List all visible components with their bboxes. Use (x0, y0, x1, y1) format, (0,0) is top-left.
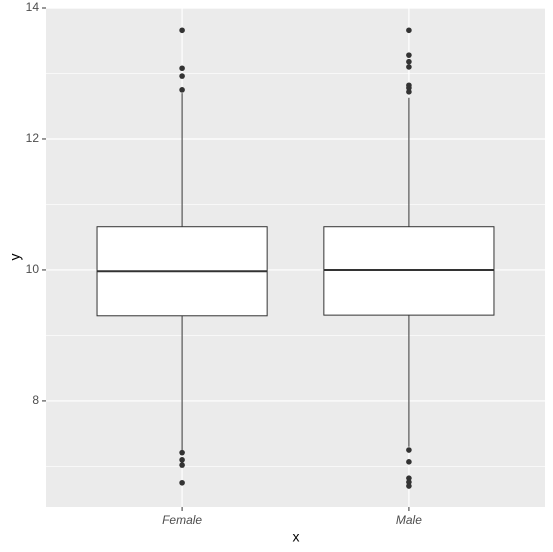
outlier (406, 85, 412, 91)
outlier (406, 479, 412, 485)
y-tick-label: 8 (32, 393, 39, 407)
outlier (179, 65, 185, 72)
outlier (179, 449, 185, 456)
outlier (406, 89, 412, 95)
y-tick-label: 14 (26, 0, 40, 14)
outlier (406, 64, 412, 70)
outlier (406, 459, 412, 465)
x-axis-label: x (293, 529, 300, 545)
outlier (179, 457, 185, 463)
x-tick-label: Female (162, 513, 202, 527)
outlier (406, 483, 412, 489)
outlier (179, 479, 185, 486)
outlier (406, 475, 412, 481)
outlier (406, 52, 412, 58)
y-axis-label: y (7, 254, 23, 261)
outlier (406, 27, 412, 34)
outlier (179, 27, 185, 34)
outlier (406, 447, 412, 453)
outlier (179, 87, 185, 93)
x-tick-label: Male (396, 513, 422, 527)
y-tick-label: 10 (26, 262, 40, 276)
y-tick-label: 12 (26, 131, 40, 145)
outlier (179, 462, 185, 468)
outlier (406, 58, 412, 65)
outlier (179, 73, 185, 79)
